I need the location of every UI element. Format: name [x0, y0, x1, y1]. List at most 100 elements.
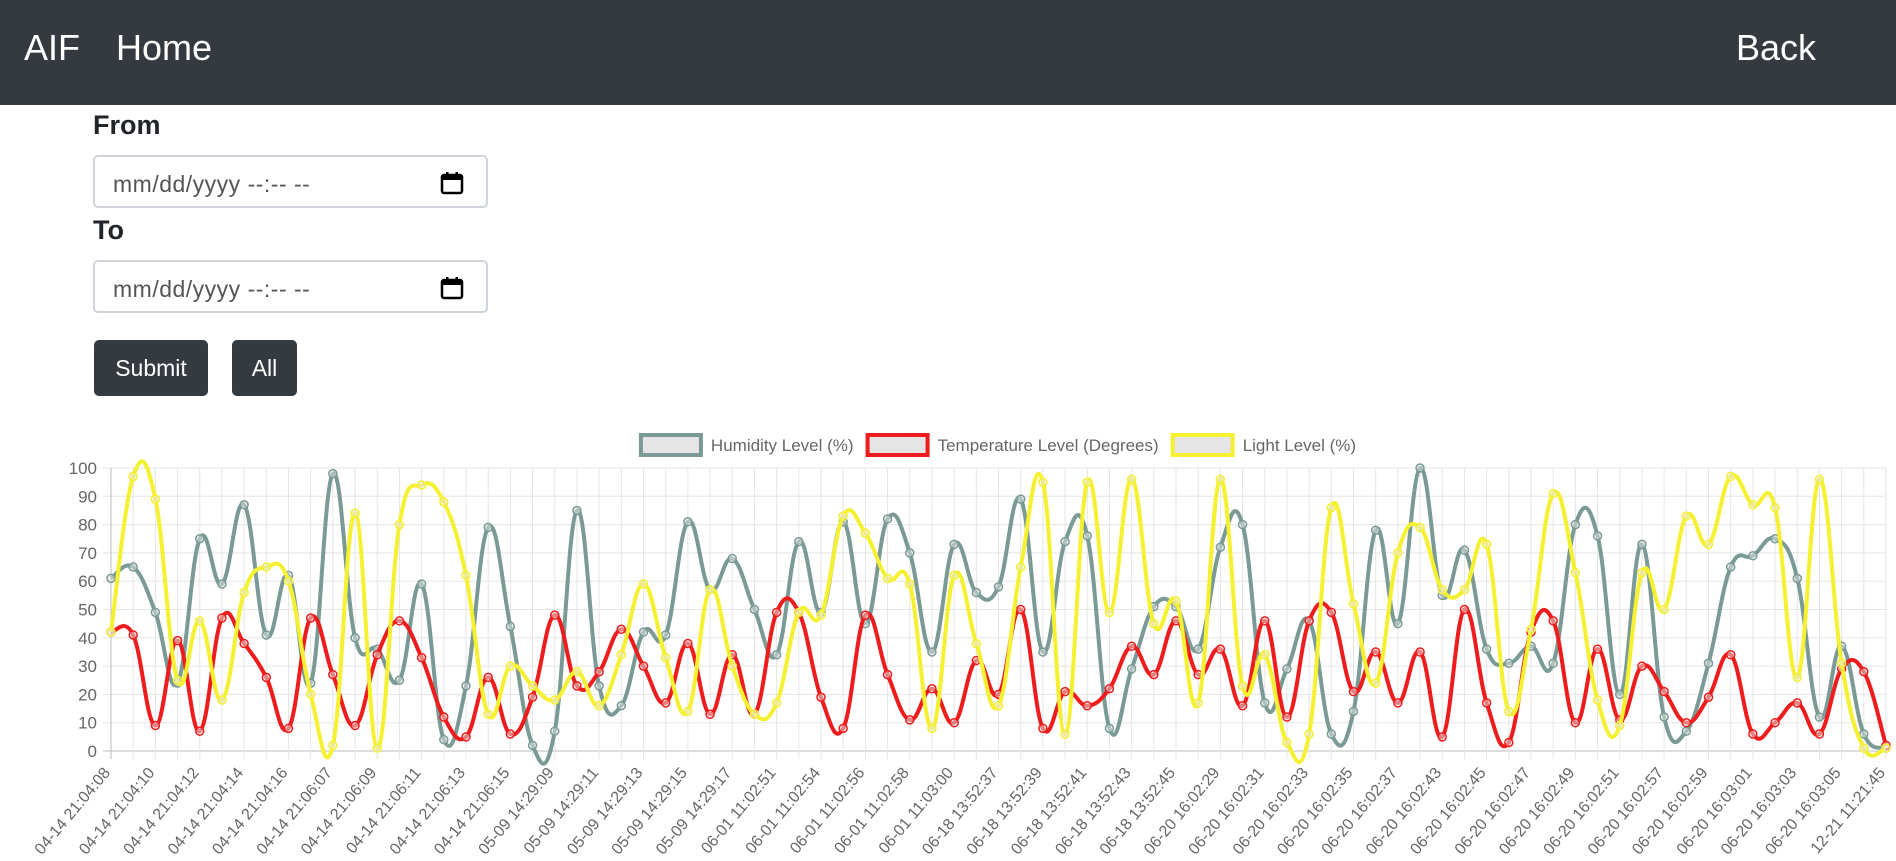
data-point: [261, 562, 272, 572]
legend-swatch: [1170, 433, 1235, 457]
data-point: [416, 480, 427, 490]
data-point: [1814, 474, 1825, 485]
y-tick-label: 40: [78, 629, 97, 648]
data-point: [1792, 672, 1802, 683]
data-point: [838, 723, 848, 734]
data-point: [1260, 698, 1270, 708]
data-point: [905, 548, 915, 558]
data-point: [1060, 729, 1070, 739]
data-point: [1703, 658, 1714, 669]
from-input[interactable]: mm/dd/yyyy --:-- --: [93, 155, 488, 208]
data-point: [683, 638, 693, 649]
data-point: [1149, 669, 1159, 680]
data-point: [239, 587, 249, 598]
x-tick-label: 04-14 21:04:08: [32, 765, 114, 858]
data-point: [882, 514, 893, 524]
data-point: [771, 607, 782, 618]
data-point: [1592, 695, 1603, 705]
data-point: [572, 681, 582, 691]
data-point: [150, 720, 161, 731]
data-point: [727, 553, 737, 564]
data-point: [1415, 647, 1425, 657]
y-tick-label: 60: [78, 572, 97, 591]
data-point: [305, 613, 316, 623]
data-point: [1282, 664, 1292, 674]
data-point: [1370, 647, 1381, 657]
to-label: To: [93, 215, 124, 245]
data-point: [927, 647, 937, 657]
data-point: [1859, 743, 1869, 753]
data-point: [1082, 531, 1092, 541]
data-point: [749, 709, 760, 719]
data-point: [1326, 607, 1337, 618]
data-point: [394, 675, 405, 685]
submit-button[interactable]: Submit: [94, 340, 208, 396]
data-point: [1681, 726, 1692, 736]
data-point: [638, 627, 649, 637]
data-point: [1570, 567, 1581, 578]
data-point: [527, 692, 538, 702]
to-input[interactable]: mm/dd/yyyy --:-- --: [93, 260, 488, 313]
data-point: [1681, 717, 1692, 728]
home-link[interactable]: Home: [116, 27, 213, 68]
data-point: [1370, 678, 1381, 688]
data-point: [1859, 667, 1869, 677]
data-point: [971, 587, 982, 598]
data-point: [594, 667, 604, 677]
data-point: [1348, 686, 1359, 697]
data-point: [328, 669, 338, 680]
data-point: [1637, 539, 1647, 550]
data-point: [1282, 712, 1292, 722]
data-point: [816, 692, 826, 702]
data-point: [771, 698, 782, 708]
data-point: [505, 661, 516, 671]
data-point: [1393, 618, 1403, 629]
data-point: [949, 539, 959, 550]
data-point: [505, 729, 516, 739]
data-point: [1326, 729, 1337, 739]
data-point: [1570, 717, 1581, 728]
data-point: [1237, 700, 1248, 711]
data-point: [594, 681, 604, 691]
y-tick-label: 70: [78, 544, 97, 563]
data-point: [1459, 604, 1470, 615]
data-point: [1681, 511, 1692, 521]
data-point: [860, 528, 871, 538]
data-point: [1015, 562, 1026, 572]
data-point: [1459, 584, 1470, 595]
data-point: [350, 720, 360, 731]
data-point: [217, 695, 227, 705]
data-point: [1548, 616, 1558, 626]
data-point: [483, 709, 493, 719]
back-link[interactable]: Back: [1735, 27, 1816, 68]
data-point: [660, 698, 671, 708]
data-point: [1326, 502, 1337, 513]
data-point: [882, 669, 893, 680]
placeholder: mm/dd/yyyy --:-- --: [113, 171, 311, 197]
data-point: [971, 638, 982, 649]
data-point: [195, 534, 205, 544]
data-point: [1637, 661, 1647, 671]
data-point: [328, 740, 338, 751]
calendar-icon[interactable]: [440, 276, 464, 300]
data-point: [1215, 474, 1226, 485]
y-tick-label: 100: [69, 459, 97, 478]
data-point: [350, 633, 360, 643]
data-point: [1126, 474, 1137, 485]
y-tick-label: 20: [78, 685, 97, 704]
calendar-icon[interactable]: [440, 171, 464, 195]
brand[interactable]: AIF: [24, 27, 81, 68]
placeholder: mm/dd/yyyy --:-- --: [113, 276, 311, 302]
navbar: AIF Home Back: [0, 0, 1896, 105]
data-point: [1792, 698, 1802, 708]
all-button[interactable]: All: [232, 340, 297, 396]
data-point: [683, 706, 693, 717]
data-point: [1615, 720, 1625, 731]
data-point: [1437, 584, 1447, 595]
data-point: [106, 573, 116, 584]
data-point: [1304, 616, 1314, 626]
data-point: [217, 613, 227, 623]
data-point: [1881, 743, 1891, 753]
data-point: [1615, 689, 1625, 700]
